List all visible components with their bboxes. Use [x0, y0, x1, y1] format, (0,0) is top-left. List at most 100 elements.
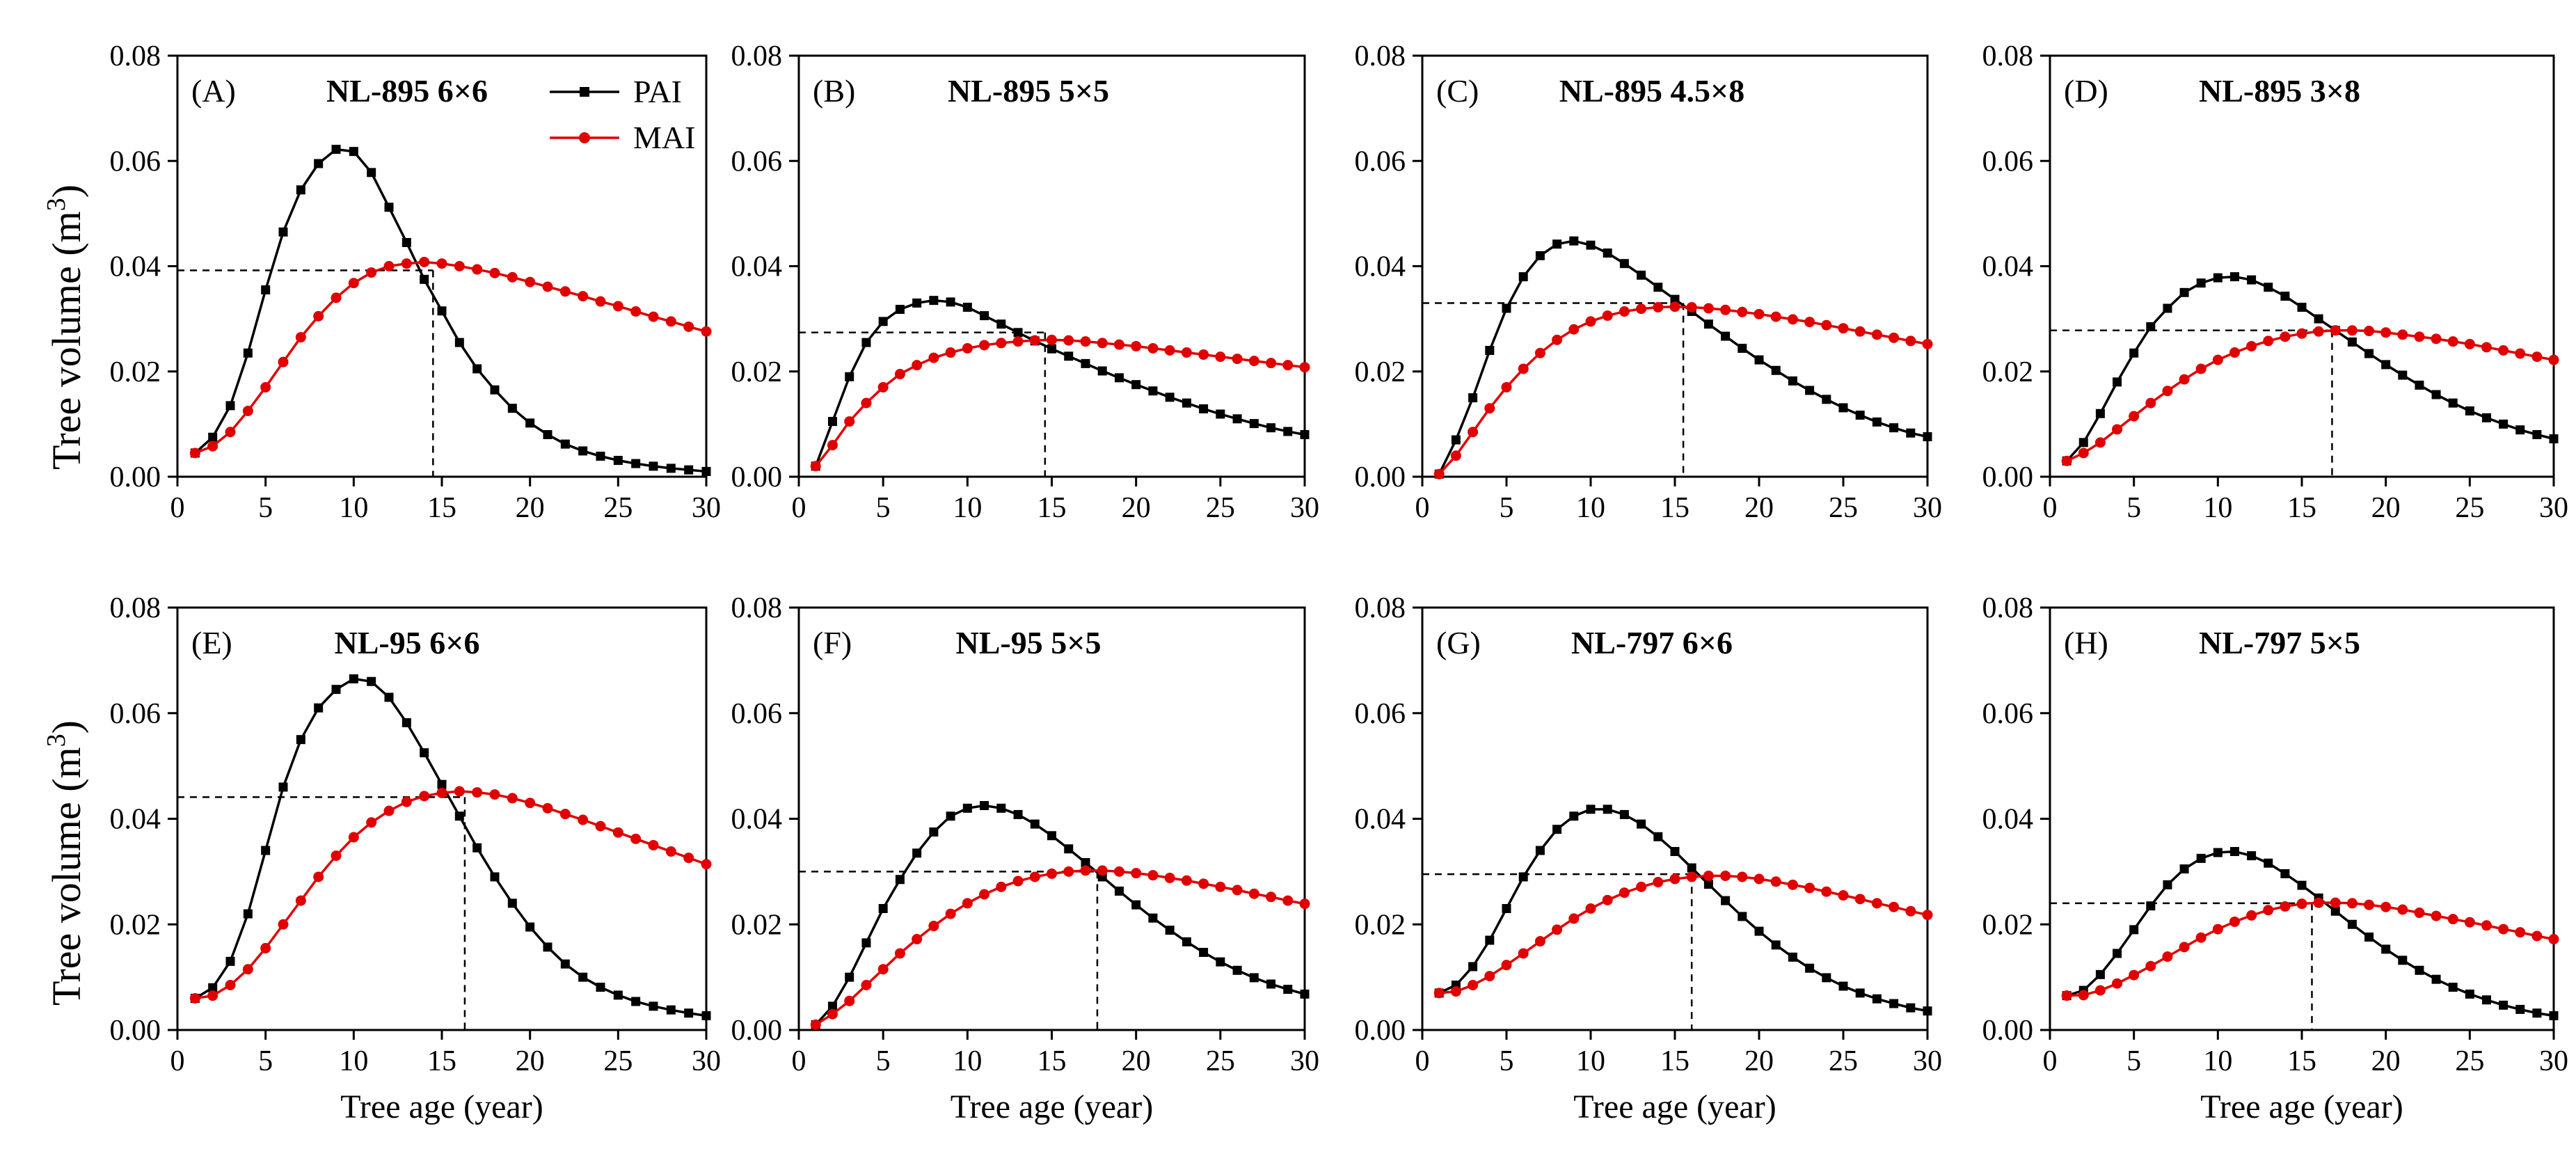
data-point-pai	[1552, 239, 1562, 249]
panel-title: NL-797 5×5	[2199, 625, 2360, 660]
data-point-mai	[1922, 338, 1933, 349]
panel-title: NL-895 5×5	[948, 73, 1109, 109]
data-point-mai	[844, 995, 855, 1006]
data-point-mai	[2531, 351, 2543, 363]
data-point-pai	[962, 803, 972, 813]
panel-letter: (C)	[1436, 73, 1479, 109]
plot-frame	[176, 606, 708, 1031]
data-point-pai	[1502, 903, 1511, 913]
data-point-mai	[2212, 924, 2223, 935]
data-point-pai	[1283, 985, 1293, 995]
data-point-mai	[1854, 894, 1866, 905]
data-point-mai	[2464, 338, 2475, 349]
data-point-mai	[1131, 340, 1142, 351]
data-point-mai	[2364, 326, 2375, 337]
plot-frame	[1421, 606, 1929, 1031]
data-point-mai	[366, 817, 377, 828]
y-tick-label: 0.06	[731, 145, 783, 177]
data-point-mai	[1501, 381, 1512, 393]
y-tick-label: 0.00	[110, 461, 161, 493]
data-point-mai	[2431, 333, 2442, 344]
data-point-pai	[2264, 858, 2273, 868]
data-point-pai	[1081, 857, 1090, 867]
data-point-pai	[1637, 270, 1646, 280]
panel-title: NL-895 6×6	[326, 73, 488, 109]
data-point-mai	[1501, 960, 1512, 971]
data-point-mai	[2246, 910, 2257, 921]
panel-title: NL-895 4.5×8	[1559, 73, 1744, 109]
data-point-mai	[2548, 354, 2559, 365]
data-point-mai	[928, 352, 939, 363]
data-point-mai	[1198, 878, 1209, 889]
data-point-mai	[1653, 301, 1664, 312]
data-point-pai	[1249, 419, 1259, 429]
data-point-mai	[1063, 335, 1074, 346]
data-point-mai	[2397, 904, 2408, 915]
y-axis-title-bottom: Tree volume (m3)	[42, 720, 89, 1006]
data-point-pai	[596, 452, 605, 461]
x-tick-label: 10	[1576, 1045, 1605, 1077]
data-point-pai	[666, 1005, 676, 1015]
data-point-mai	[1433, 468, 1445, 480]
series-line-mai	[2066, 329, 2554, 462]
data-point-mai	[1282, 360, 1294, 371]
x-tick-label: 15	[1660, 492, 1689, 524]
y-tick-label: 0.08	[110, 592, 161, 624]
data-point-mai	[894, 369, 905, 380]
data-point-mai	[2296, 898, 2307, 910]
data-point-pai	[2398, 370, 2408, 380]
data-point-mai	[1905, 335, 1916, 347]
data-point-pai	[1468, 393, 1478, 403]
y-tick-label: 0.00	[731, 461, 783, 493]
x-tick-label: 0	[2043, 1045, 2058, 1077]
plot-frame	[1421, 54, 1929, 478]
y-tick-label: 0.08	[731, 592, 783, 624]
data-point-pai	[2095, 409, 2105, 418]
data-point-pai	[1569, 811, 1579, 821]
data-point-mai	[1821, 886, 1832, 897]
x-tick-label: 20	[516, 492, 545, 524]
data-point-pai	[525, 418, 535, 428]
data-point-mai	[1248, 356, 1259, 367]
x-tick-label: 30	[1913, 1045, 1942, 1077]
data-point-pai	[507, 898, 517, 908]
data-point-mai	[454, 786, 465, 797]
data-point-mai	[2464, 917, 2475, 928]
data-point-mai	[1602, 894, 1613, 905]
data-point-pai	[1468, 962, 1478, 972]
data-point-pai	[1114, 373, 1124, 383]
data-point-pai	[912, 848, 922, 858]
x-tick-label: 25	[2455, 1045, 2484, 1077]
data-point-pai	[1788, 376, 1797, 386]
data-point-mai	[2313, 897, 2324, 908]
data-point-pai	[1518, 872, 1528, 882]
data-point-pai	[454, 811, 464, 821]
x-tick-label: 20	[1122, 1045, 1151, 1077]
x-tick-label: 25	[1829, 1045, 1858, 1077]
data-point-pai	[1653, 283, 1663, 292]
data-point-pai	[2499, 1000, 2509, 1010]
panel-letter: (A)	[191, 73, 236, 109]
data-point-pai	[1114, 886, 1124, 896]
data-point-mai	[612, 827, 623, 838]
data-point-pai	[2431, 390, 2441, 399]
data-point-pai	[666, 463, 676, 473]
legend-label-pai: PAI	[633, 74, 682, 109]
data-point-mai	[1552, 924, 1563, 935]
data-point-pai	[1097, 366, 1107, 376]
data-point-mai	[1029, 871, 1040, 882]
y-tick-label: 0.00	[1982, 1015, 2034, 1047]
data-point-pai	[1586, 805, 1596, 814]
data-point-mai	[1012, 875, 1024, 887]
y-axis-title-sup: 3	[42, 198, 71, 211]
data-point-pai	[1081, 358, 1090, 368]
data-point-pai	[2465, 406, 2474, 415]
x-tick-label: 0	[170, 1045, 185, 1077]
data-point-pai	[1906, 1003, 1916, 1013]
data-point-mai	[472, 264, 483, 275]
data-point-mai	[2364, 899, 2375, 910]
data-point-mai	[419, 256, 430, 267]
data-point-mai	[912, 360, 923, 371]
data-point-mai	[962, 898, 973, 909]
data-point-mai	[2296, 328, 2307, 339]
